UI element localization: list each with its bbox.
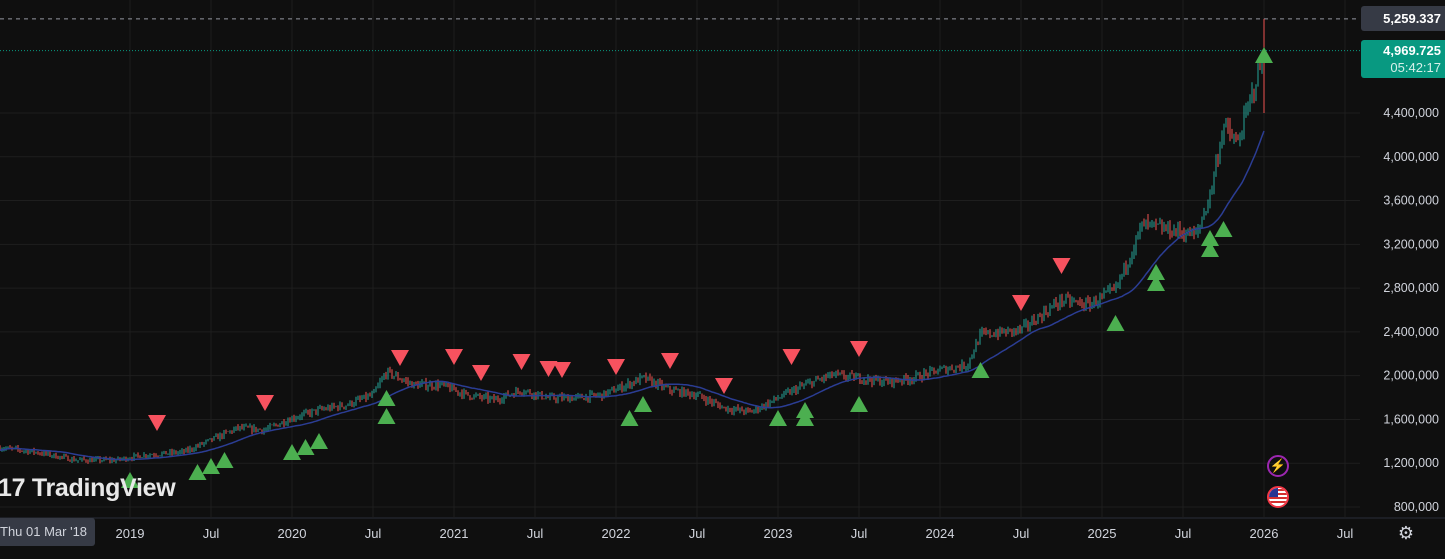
sell-signal-marker	[782, 348, 801, 365]
sell-signal-marker	[445, 348, 463, 365]
buy-signal-marker	[634, 396, 652, 413]
buy-signal-marker	[1255, 46, 1273, 63]
high-price-label: 5,259.337	[1361, 6, 1445, 31]
y-tick-label: 1,200,000	[1383, 456, 1439, 470]
buy-signal-marker	[850, 396, 868, 413]
x-tick-label: Jul	[1175, 526, 1192, 541]
x-tick-label: 2024	[926, 526, 955, 541]
tradingview-logo: 17 TradingView	[0, 474, 176, 502]
x-tick-label: 2026	[1250, 526, 1279, 541]
us-flag-icon[interactable]	[1267, 486, 1289, 508]
sell-signal-marker	[850, 340, 868, 357]
buy-signal-marker	[296, 439, 315, 456]
settings-icon[interactable]: ⚙	[1397, 523, 1415, 543]
buy-signal-marker	[1201, 229, 1219, 246]
y-tick-label: 800,000	[1394, 500, 1439, 514]
sell-signal-marker	[1012, 294, 1030, 311]
x-tick-label: Jul	[689, 526, 706, 541]
buy-signal-marker	[283, 444, 301, 461]
x-tick-label: Jul	[851, 526, 868, 541]
sell-signal-marker	[553, 361, 571, 378]
y-tick-label: 2,000,000	[1383, 369, 1439, 383]
last-price-value: 4,969.725	[1383, 43, 1441, 58]
x-tick-label: 2022	[602, 526, 631, 541]
sell-signal-marker	[607, 359, 625, 376]
buy-signal-marker	[202, 457, 220, 474]
buy-signal-marker	[310, 433, 328, 450]
y-tick-label: 4,000,000	[1383, 150, 1439, 164]
logo-mark-icon: 17	[0, 474, 32, 502]
sell-signal-marker	[148, 414, 166, 431]
price-axis	[1360, 0, 1445, 559]
buy-signal-marker	[1147, 264, 1165, 281]
y-tick-label: 3,200,000	[1383, 237, 1439, 251]
x-tick-label: 2021	[440, 526, 469, 541]
y-tick-label: 3,600,000	[1383, 194, 1439, 208]
moving-average-line	[0, 130, 1265, 461]
last-price-label: 4,969.725 05:42:17	[1361, 40, 1445, 78]
y-tick-label: 4,400,000	[1383, 106, 1439, 120]
x-tick-label: Jul	[1337, 526, 1354, 541]
sell-signal-marker	[661, 352, 679, 369]
y-tick-label: 2,400,000	[1383, 325, 1439, 339]
buy-signal-marker	[1201, 241, 1219, 258]
buy-signal-marker	[377, 389, 396, 406]
buy-signal-marker	[377, 408, 396, 425]
sell-signal-marker	[539, 360, 558, 377]
x-tick-label: Jul	[527, 526, 544, 541]
sell-signal-marker	[512, 353, 531, 370]
crosshair-date-label: Thu 01 Mar '18	[0, 518, 95, 546]
buy-signal-marker	[796, 402, 814, 419]
sell-signal-marker	[391, 350, 409, 367]
buy-signal-marker	[121, 471, 139, 488]
buy-signal-marker	[620, 410, 639, 427]
x-tick-label: 2023	[764, 526, 793, 541]
x-tick-label: 2025	[1088, 526, 1117, 541]
x-tick-label: Jul	[365, 526, 382, 541]
buy-signal-marker	[1106, 315, 1125, 332]
sell-signal-marker	[715, 377, 733, 394]
buy-signal-marker	[971, 361, 990, 378]
buy-signal-marker	[1214, 220, 1233, 237]
buy-signal-marker	[188, 463, 207, 480]
buy-signal-marker	[1147, 274, 1165, 291]
x-tick-label: Jul	[203, 526, 220, 541]
buy-signal-marker	[215, 452, 234, 469]
sell-signal-marker	[1052, 257, 1071, 274]
x-tick-label: Jul	[1013, 526, 1030, 541]
x-tick-label: 2019	[116, 526, 145, 541]
y-tick-label: 2,800,000	[1383, 281, 1439, 295]
x-tick-label: 2020	[278, 526, 307, 541]
y-tick-label: 1,600,000	[1383, 412, 1439, 426]
buy-signal-marker	[769, 410, 787, 427]
bar-countdown: 05:42:17	[1390, 60, 1441, 75]
sell-signal-marker	[472, 365, 490, 382]
lightning-icon[interactable]: ⚡	[1267, 455, 1289, 477]
sell-signal-marker	[256, 395, 274, 412]
